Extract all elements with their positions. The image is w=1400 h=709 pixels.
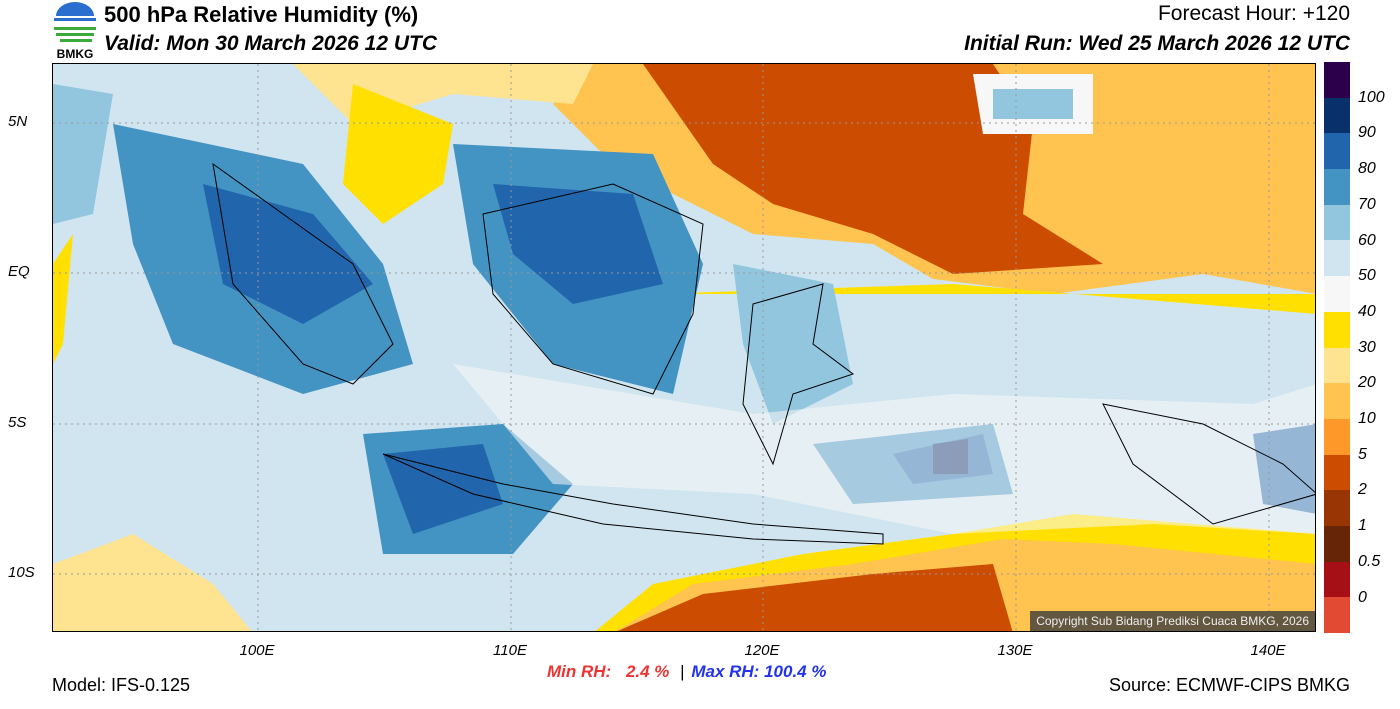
min-max-rh: Min RH: 2.4 % | Max RH: 100.4 %	[547, 662, 826, 682]
colorbar-label: 2	[1358, 481, 1367, 499]
colorbar	[1324, 62, 1350, 633]
colorbar-label: 20	[1358, 374, 1376, 392]
colorbar-swatch	[1324, 597, 1350, 633]
humidity-field	[53, 64, 1315, 631]
source-label: Source: ECMWF-CIPS BMKG	[1108, 675, 1350, 695]
coastlines	[212, 162, 1315, 545]
colorbar-swatch	[1324, 97, 1350, 134]
lon-label-100e: 100E	[239, 642, 275, 659]
min-rh-value: 2.4 %	[625, 662, 670, 681]
colorbar-swatch	[1324, 418, 1350, 455]
max-rh-label: Max RH:	[691, 662, 760, 681]
colorbar-swatch	[1324, 133, 1350, 170]
lon-label-120e: 120E	[744, 642, 780, 659]
colorbar-label: 1	[1358, 517, 1367, 535]
colorbar-swatch	[1324, 490, 1350, 526]
colorbar-label: 90	[1358, 124, 1376, 142]
colorbar-swatch	[1324, 240, 1350, 277]
lat-label-5s: 5S	[8, 414, 27, 431]
copyright-notice: Copyright Sub Bidang Prediksi Cuaca BMKG…	[1030, 611, 1315, 631]
colorbar-swatch	[1324, 383, 1350, 419]
model-label: Model: IFS-0.125	[52, 675, 191, 695]
forecast-hour: Forecast Hour: +120	[1157, 2, 1350, 25]
lon-label-110e: 110E	[493, 642, 527, 659]
dry-regions	[53, 64, 1315, 631]
svg-text:BMKG: BMKG	[57, 47, 94, 60]
colorbar-label: 40	[1358, 302, 1376, 320]
colorbar-label: 70	[1358, 195, 1376, 213]
valid-time: Valid: Mon 30 March 2026 12 UTC	[104, 32, 437, 55]
colorbar-swatch	[1324, 525, 1350, 562]
lat-label-eq: EQ	[8, 263, 30, 280]
lon-label-130e: 130E	[997, 642, 1033, 659]
lat-label-5n: 5N	[8, 113, 28, 130]
colorbar-swatch	[1324, 454, 1350, 491]
colorbar-label: 30	[1358, 338, 1376, 356]
colorbar-label: 0.5	[1358, 552, 1381, 570]
colorbar-swatch	[1324, 169, 1350, 205]
colorbar-label: 5	[1358, 445, 1367, 463]
colorbar-label: 60	[1358, 231, 1376, 249]
separator: |	[680, 662, 685, 681]
colorbar-swatch	[1324, 311, 1350, 348]
colorbar-swatch	[1324, 347, 1350, 384]
max-rh-value: 100.4 %	[764, 662, 827, 681]
colorbar-swatch	[1324, 561, 1350, 598]
bmkg-logo: BMKG	[54, 2, 96, 60]
colorbar-swatch	[1324, 276, 1350, 312]
grid-lines	[53, 64, 1315, 631]
colorbar-swatch	[1324, 62, 1350, 98]
lon-label-140e: 140E	[1250, 642, 1286, 659]
colorbar-label: 10	[1358, 410, 1376, 427]
colorbar-label: 0	[1358, 588, 1367, 606]
colorbar-swatch	[1324, 204, 1350, 241]
colorbar-label: 50	[1358, 267, 1376, 285]
moist-regions	[53, 84, 1315, 554]
humidity-map: Copyright Sub Bidang Prediksi Cuaca BMKG…	[52, 63, 1316, 632]
min-rh-label: Min RH:	[547, 662, 612, 681]
initial-run: Initial Run: Wed 25 March 2026 12 UTC	[964, 32, 1350, 55]
colorbar-label: 80	[1358, 160, 1376, 178]
lat-label-10s: 10S	[8, 564, 35, 581]
chart-title: 500 hPa Relative Humidity (%)	[104, 2, 419, 27]
colorbar-label: 100	[1358, 88, 1385, 106]
